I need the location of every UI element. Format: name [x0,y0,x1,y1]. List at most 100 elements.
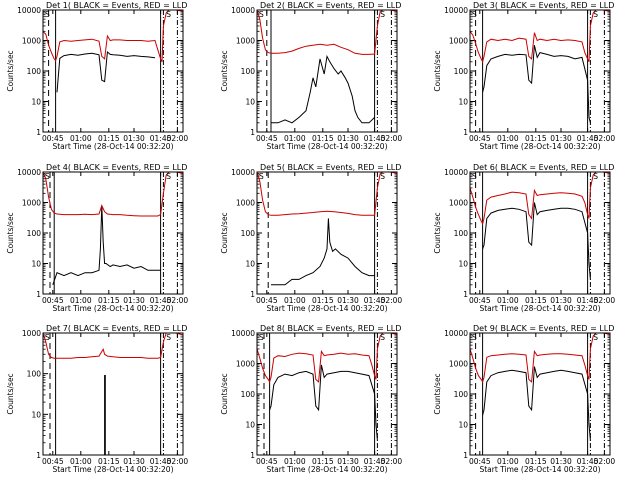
corner-marker: S [166,172,171,181]
corner-marker: S [45,172,50,181]
y-tick-label: 1000 [236,199,255,208]
x-tick-label: 01:15 [312,457,334,466]
x-tick-label: 01:30 [123,457,145,466]
series-lld-line [256,332,398,384]
y-axis-label: Counts/sec [220,373,229,414]
chart-title: Det 7( BLACK = Events, RED = LLD [46,324,187,333]
x-tick-label: 01:30 [123,134,145,143]
y-axis-label: Counts/sec [6,373,15,414]
x-tick-label: 02:00 [167,134,189,143]
plot-frame [256,171,398,295]
y-tick-label: 10 [245,98,255,107]
chart-title: Det 9( BLACK = Events, RED = LLD [473,324,614,333]
y-tick-label: 1 [250,128,255,137]
x-tick-label: 02:00 [381,296,403,305]
chart-title: Det 6( BLACK = Events, RED = LLD [473,163,614,172]
series-lld-line [469,171,611,226]
x-tick-label: 01:45 [364,296,386,305]
corner-marker: S [593,10,598,19]
x-axis-label: Start Time (28-Oct-14 00:32:20) [52,142,173,151]
y-tick-label: 10 [245,421,255,430]
x-axis-label: Start Time (28-Oct-14 00:32:20) [479,465,600,474]
y-tick-label: 10 [245,260,255,269]
x-tick-label: 01:45 [577,296,599,305]
x-tick-label: 00:45 [42,457,64,466]
x-tick-label: 02:00 [381,134,403,143]
y-tick-label: 10000 [444,6,468,15]
y-tick-label: 100 [27,229,42,238]
x-tick-label: 01:15 [525,457,547,466]
y-tick-label: 10000 [17,168,41,177]
x-tick-label: 00:45 [256,457,278,466]
y-tick-label: 100 [454,67,469,76]
y-tick-label: 100 [241,229,256,238]
x-tick-label: 01:15 [312,134,334,143]
corner-marker: S [380,333,385,342]
chart-panel-6: Det 6( BLACK = Events, RED = LLD Counts/s… [433,163,615,313]
corner-marker: S [259,10,264,19]
y-tick-label: 1000 [22,199,41,208]
y-tick-label: 1 [250,290,255,299]
y-tick-label: 1000 [449,199,468,208]
chart-title: Det 2( BLACK = Events, RED = LLD [260,1,401,10]
y-tick-label: 10000 [17,6,41,15]
y-tick-label: 100 [241,390,256,399]
x-axis-label: Start Time (28-Oct-14 00:32:20) [52,465,173,474]
y-tick-label: 10 [31,98,41,107]
y-tick-label: 100 [27,370,42,379]
chart-panel-4: Det 4( BLACK = Events, RED = LLD Counts/s… [6,163,188,313]
series-events-line [271,54,375,124]
x-tick-label: 01:15 [525,134,547,143]
y-tick-label: 10000 [444,168,468,177]
chart-panel-8: Det 8( BLACK = Events, RED = LLD Counts/s… [220,324,402,474]
plot-frame [256,332,398,456]
x-tick-label: 02:00 [594,134,616,143]
x-tick-label: 00:45 [256,296,278,305]
y-tick-label: 100 [241,67,256,76]
corner-marker: S [259,333,264,342]
series-events-line [104,375,106,455]
x-tick-label: 00:45 [469,296,491,305]
corner-marker: S [472,172,477,181]
x-tick-label: 01:45 [577,457,599,466]
series-events-line [52,205,161,285]
x-tick-label: 01:00 [70,457,92,466]
y-tick-label: 1000 [22,329,41,338]
corner-marker: S [472,10,477,19]
y-tick-label: 1000 [449,37,468,46]
plot-frame [256,9,398,133]
x-tick-label: 01:45 [364,457,386,466]
series-events-line [56,50,156,93]
x-tick-label: 01:15 [312,296,334,305]
chart-title: Det 5( BLACK = Events, RED = LLD [260,163,401,172]
x-tick-label: 01:00 [284,457,306,466]
x-tick-label: 01:00 [284,296,306,305]
series-lld-line [469,9,611,64]
series-lld-line [469,332,611,384]
x-tick-label: 01:00 [497,457,519,466]
x-tick-label: 02:00 [167,296,189,305]
x-axis-label: Start Time (28-Oct-14 00:32:20) [52,304,173,313]
x-tick-label: 01:30 [550,296,572,305]
x-tick-label: 01:45 [150,134,172,143]
y-tick-label: 10000 [444,329,468,338]
chart-title: Det 1( BLACK = Events, RED = LLD [46,1,187,10]
chart-panel-3: Det 3( BLACK = Events, RED = LLD Counts/s… [433,1,615,151]
y-tick-label: 10 [458,421,468,430]
y-axis-label: Counts/sec [433,50,442,91]
x-tick-label: 01:45 [150,296,172,305]
y-axis-label: Counts/sec [220,212,229,253]
x-axis-label: Start Time (28-Oct-14 00:32:20) [479,304,600,313]
y-tick-label: 1 [250,451,255,460]
series-lld-line [256,9,398,55]
chart-panel-1: Det 1( BLACK = Events, RED = LLD Counts/s… [6,1,188,151]
corner-marker: S [45,333,50,342]
corner-marker: S [45,10,50,19]
x-tick-label: 00:45 [469,134,491,143]
x-tick-label: 02:00 [594,296,616,305]
x-axis-label: Start Time (28-Oct-14 00:32:20) [479,142,600,151]
x-tick-label: 01:30 [550,134,572,143]
series-events-line [269,364,378,441]
y-axis-label: Counts/sec [433,212,442,253]
x-tick-label: 00:45 [42,134,64,143]
